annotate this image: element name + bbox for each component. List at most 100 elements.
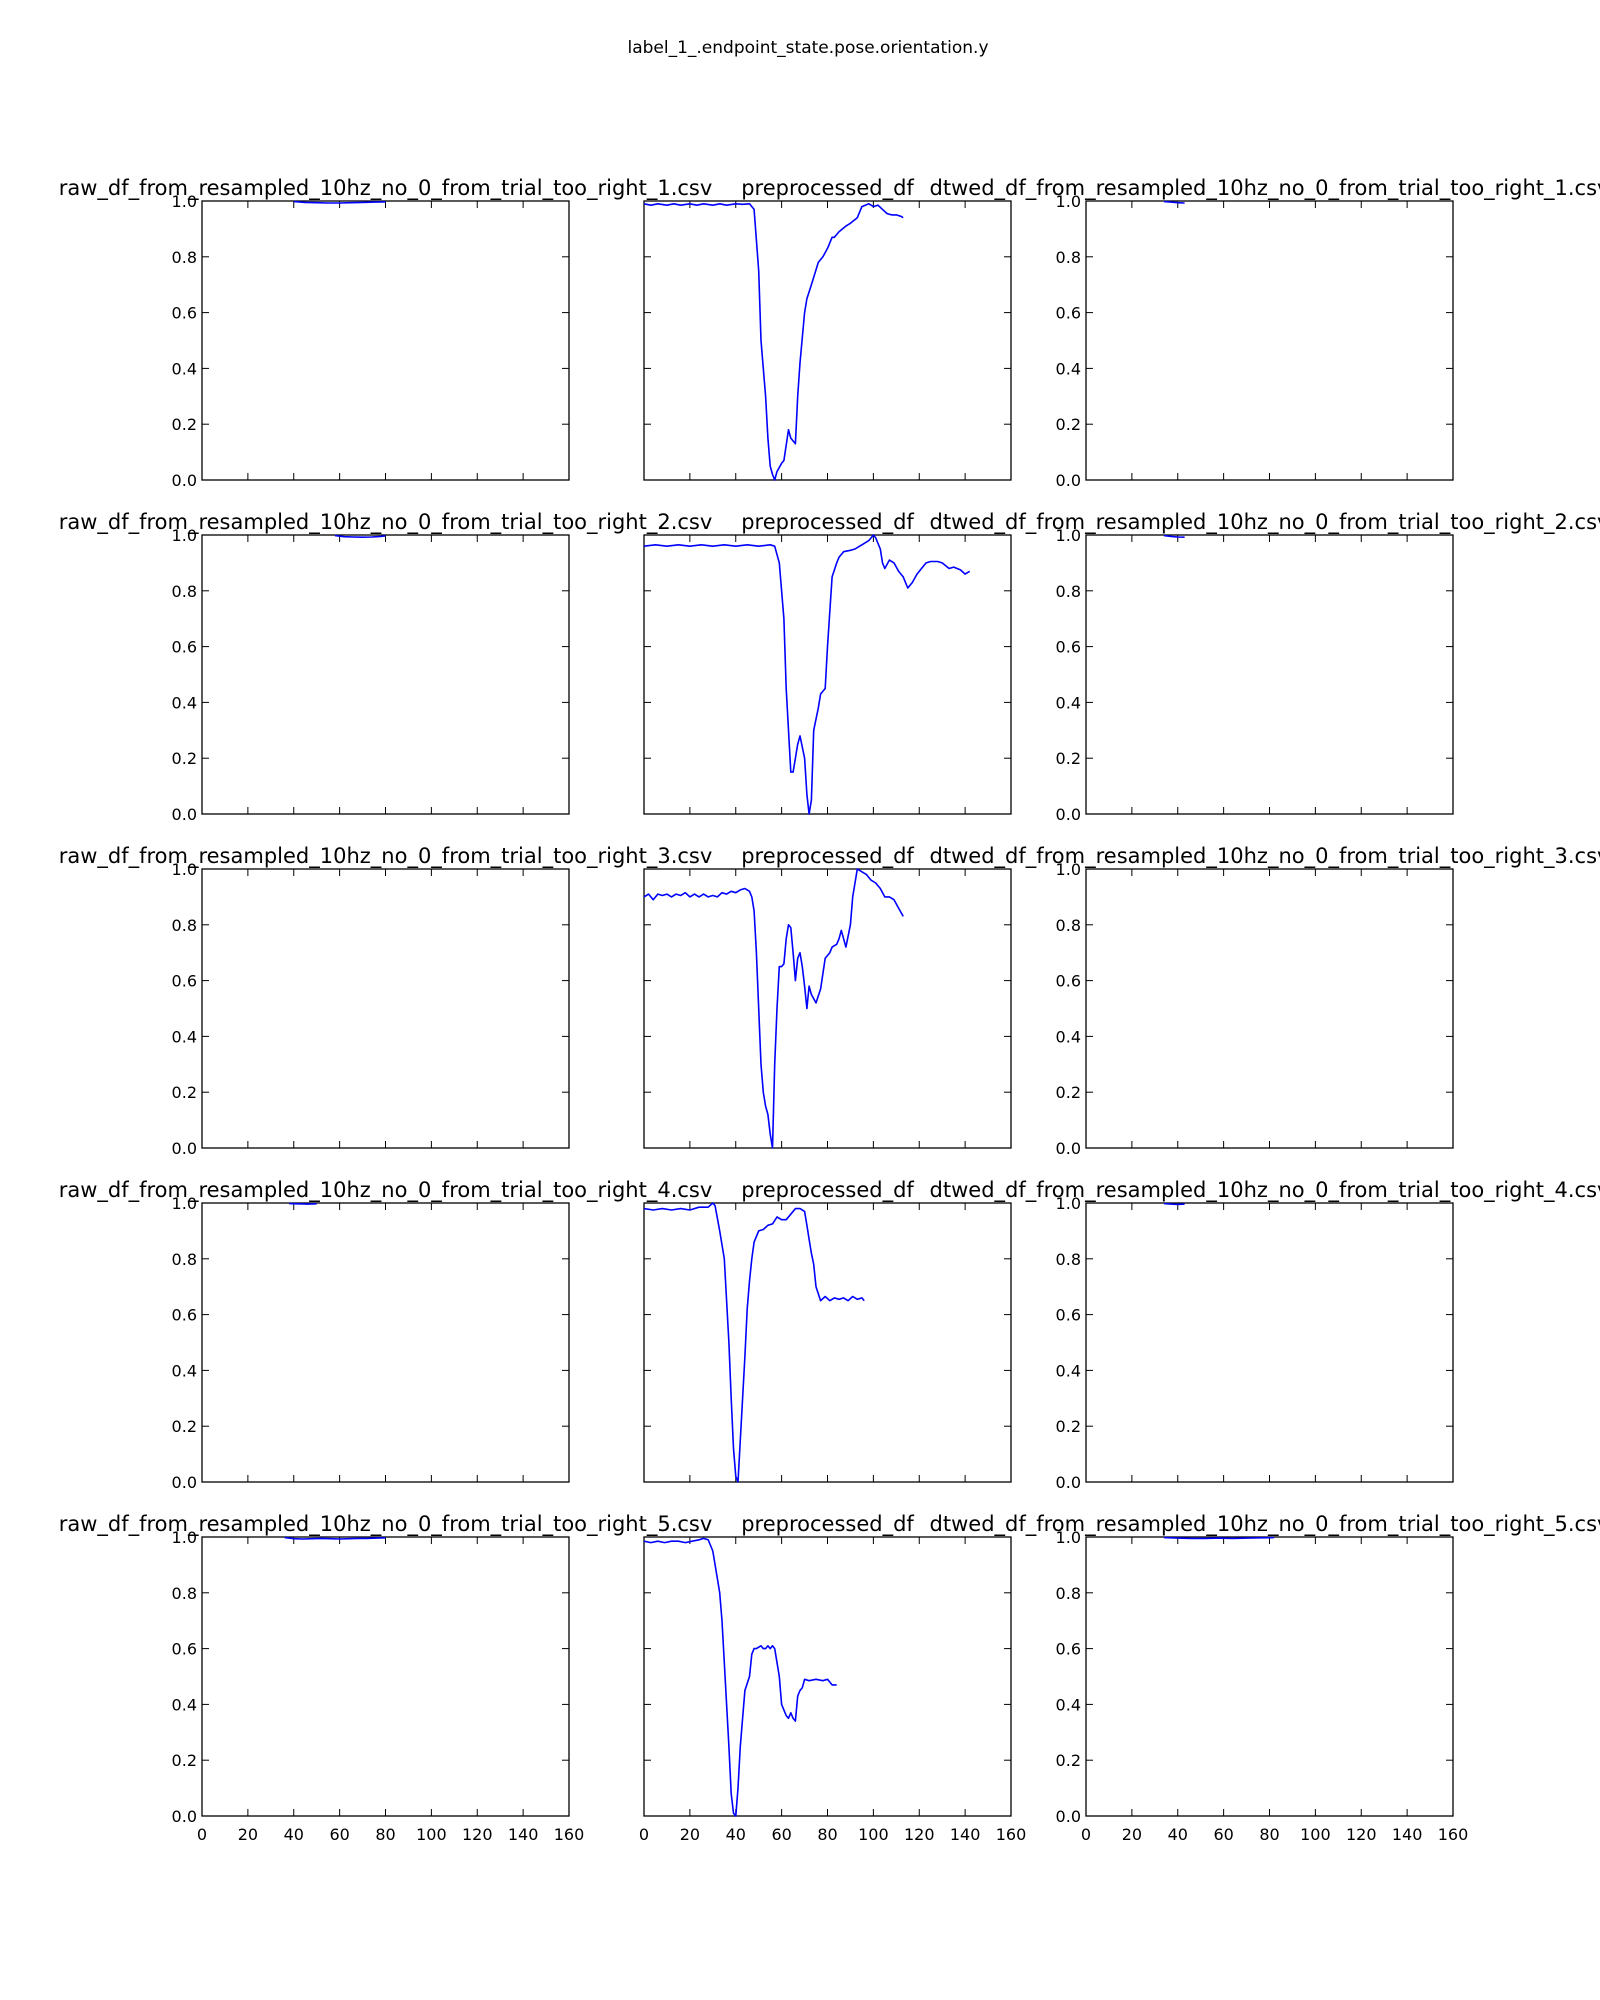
subplot-grid: 0.00.20.40.60.81.0raw_df_from_resampled_…: [59, 176, 1600, 1844]
axes-frame: [201, 1202, 570, 1483]
axes-frame: [201, 200, 570, 481]
y-tick-label: 0.8: [172, 916, 197, 935]
y-tick-label: 0.8: [172, 1250, 197, 1269]
subplot-4-3: 0.0 0.2 0.4 0.6 0.8 1.0dtwed_df_from_resample…: [930, 1178, 1600, 1492]
x-tick-label: 120: [904, 1825, 935, 1844]
y-tick-label: 0.2: [172, 1417, 197, 1436]
x-tick-label: 160: [554, 1825, 585, 1844]
subplot-5-1: 0.0 0.2 0.4 0.6 0.8 1.0 0 20 40 60 80 100 120 140 160 r…: [59, 1512, 713, 1844]
x-tick-label: 0: [639, 1825, 649, 1844]
y-tick-label: 0.0: [172, 471, 197, 490]
subplot-3-3: 0.0 0.2 0.4 0.6 0.8 1.0dtwed_df_from_resample…: [930, 844, 1600, 1158]
axes-frame: [1085, 1202, 1454, 1483]
x-tick-label: 140: [1392, 1825, 1423, 1844]
subplot-1-1: 0.0 0.2 0.4 0.6 0.8 1.0raw_df_from_resampled_…: [59, 176, 713, 490]
y-tick-label: 0.4: [172, 1361, 197, 1380]
x-tick-label: 80: [375, 1825, 395, 1844]
y-tick-label: 1.0: [172, 860, 197, 879]
axes-frame: [1085, 200, 1454, 481]
y-tick-label: 0.0: [1056, 471, 1081, 490]
subplot-title: preprocessed_df: [741, 176, 914, 201]
x-tick-label: 140: [508, 1825, 539, 1844]
subplot-title: raw_df_from_resampled_10hz_no_0_from_tri…: [59, 1512, 713, 1537]
y-tick-label: 0.4: [172, 1695, 197, 1714]
series-line: [293, 200, 386, 204]
subplot-4-2: preprocessed_df: [643, 1178, 1012, 1483]
subplot-2-1: 0.0 0.2 0.4 0.6 0.8 1.0raw_df_from_resampled_…: [59, 510, 713, 824]
y-tick-label: 0.0: [172, 1473, 197, 1492]
y-tick-label: 0.8: [1056, 582, 1081, 601]
subplot-title: dtwed_df_from_resampled_10hz_no_0_from_t…: [930, 1178, 1600, 1203]
chart-title: label_1_.endpoint_state.pose.orientation…: [627, 38, 988, 58]
subplot-title: preprocessed_df: [741, 1178, 914, 1203]
subplot-2-2: preprocessed_df: [643, 510, 1012, 815]
series-line: [1163, 1202, 1185, 1206]
y-tick-label: 0.4: [1056, 1695, 1081, 1714]
y-tick-label: 0.6: [172, 1306, 197, 1325]
y-tick-label: 0.4: [1056, 693, 1081, 712]
axes-frame: [643, 534, 1012, 815]
y-tick-label: 0.2: [172, 415, 197, 434]
y-tick-label: 0.8: [1056, 1250, 1081, 1269]
y-tick-label: 0.6: [1056, 1306, 1081, 1325]
y-tick-label: 0.8: [172, 1584, 197, 1603]
subplot-1-3: 0.0 0.2 0.4 0.6 0.8 1.0dtwed_df_from_resample…: [930, 176, 1600, 490]
axes-frame: [1085, 1536, 1454, 1817]
y-tick-label: 0.6: [172, 304, 197, 323]
x-tick-label: 20: [1122, 1825, 1142, 1844]
y-tick-label: 1.0: [172, 1194, 197, 1213]
subplot-4-1: 0.0 0.2 0.4 0.6 0.8 1.0raw_df_from_resampled_…: [59, 1178, 713, 1492]
axes-frame: [201, 1536, 570, 1817]
subplot-title: dtwed_df_from_resampled_10hz_no_0_from_t…: [930, 1512, 1600, 1537]
x-tick-label: 0: [1081, 1825, 1091, 1844]
y-tick-label: 0.4: [172, 693, 197, 712]
x-tick-label: 100: [416, 1825, 447, 1844]
series-line: [1163, 1536, 1275, 1540]
axes-frame: [201, 868, 570, 1149]
x-tick-label: 0: [197, 1825, 207, 1844]
y-tick-label: 1.0: [172, 192, 197, 211]
y-tick-label: 0.2: [1056, 1083, 1081, 1102]
x-tick-label: 100: [858, 1825, 889, 1844]
series-line: [643, 1202, 865, 1483]
series-line: [284, 1536, 386, 1540]
y-tick-label: 0.2: [172, 1751, 197, 1770]
y-tick-label: 0.2: [1056, 1417, 1081, 1436]
x-tick-label: 160: [996, 1825, 1027, 1844]
x-tick-label: 40: [726, 1825, 746, 1844]
x-tick-label: 20: [238, 1825, 258, 1844]
series-line: [643, 868, 904, 1149]
y-tick-label: 1.0: [172, 1528, 197, 1547]
subplot-title: dtwed_df_from_resampled_10hz_no_0_from_t…: [930, 844, 1600, 869]
x-tick-label: 140: [950, 1825, 981, 1844]
x-tick-label: 100: [1300, 1825, 1331, 1844]
y-tick-label: 0.2: [172, 1083, 197, 1102]
series-line: [643, 203, 904, 481]
y-tick-label: 0.0: [1056, 1473, 1081, 1492]
series-line: [643, 1537, 837, 1817]
subplot-title: preprocessed_df: [741, 1512, 914, 1537]
x-tick-label: 80: [1259, 1825, 1279, 1844]
y-tick-label: 0.0: [172, 1807, 197, 1826]
subplot-5-2: 0 20 40 60 80 100 120 140 160 preprocessed_df: [639, 1512, 1026, 1844]
subplot-1-2: preprocessed_df: [643, 176, 1012, 481]
x-tick-label: 40: [1168, 1825, 1188, 1844]
subplot-title: preprocessed_df: [741, 510, 914, 535]
y-tick-label: 0.4: [172, 1027, 197, 1046]
x-tick-label: 120: [1346, 1825, 1377, 1844]
axes-frame: [643, 1536, 1012, 1817]
subplot-title: preprocessed_df: [741, 844, 914, 869]
subplot-title: dtwed_df_from_resampled_10hz_no_0_from_t…: [930, 176, 1600, 201]
subplot-title: raw_df_from_resampled_10hz_no_0_from_tri…: [59, 510, 713, 535]
y-tick-label: 0.8: [172, 582, 197, 601]
y-tick-label: 1.0: [1056, 860, 1081, 879]
y-tick-label: 0.4: [1056, 1027, 1081, 1046]
series-line: [1163, 200, 1185, 204]
y-tick-label: 0.2: [1056, 415, 1081, 434]
axes-frame: [643, 200, 1012, 481]
subplot-title: dtwed_df_from_resampled_10hz_no_0_from_t…: [930, 510, 1600, 535]
y-tick-label: 1.0: [1056, 1528, 1081, 1547]
axes-frame: [643, 1202, 1012, 1483]
subplot-3-2: preprocessed_df: [643, 844, 1012, 1149]
